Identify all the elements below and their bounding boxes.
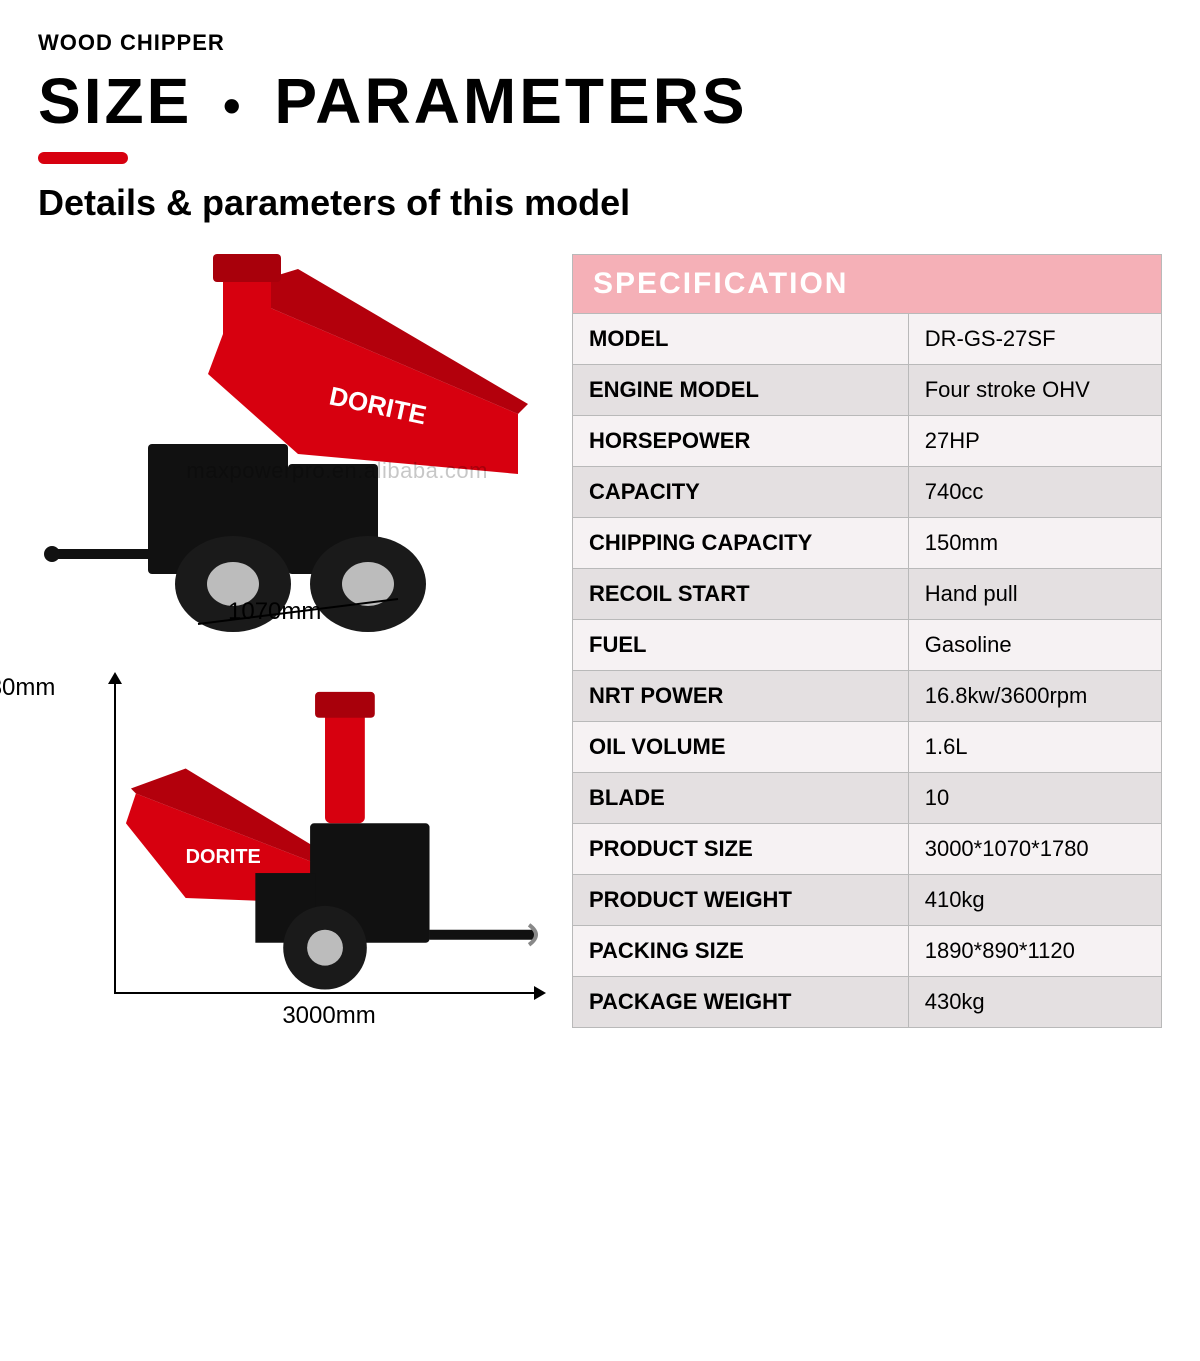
spec-value: 1.6L xyxy=(908,722,1161,773)
spec-row: HORSEPOWER27HP xyxy=(573,416,1162,467)
spec-value: 16.8kw/3600rpm xyxy=(908,671,1161,722)
spec-value: Four stroke OHV xyxy=(908,365,1161,416)
title-right: PARAMETERS xyxy=(274,65,747,137)
dimension-length: 3000mm xyxy=(114,994,544,1030)
spec-row: OIL VOLUME1.6L xyxy=(573,722,1162,773)
spec-label: ENGINE MODEL xyxy=(573,365,909,416)
product-images: DORITE 1070mm maxpowerpro.en.alibaba.com… xyxy=(38,254,548,1030)
spec-row: PRODUCT SIZE3000*1070*1780 xyxy=(573,824,1162,875)
spec-label: PACKAGE WEIGHT xyxy=(573,977,909,1028)
spec-row: PRODUCT WEIGHT410kg xyxy=(573,875,1162,926)
spec-label: MODEL xyxy=(573,314,909,365)
spec-row: CAPACITY740cc xyxy=(573,467,1162,518)
spec-table-header: SPECIFICATION xyxy=(573,255,1162,314)
spec-row: CHIPPING CAPACITY150mm xyxy=(573,518,1162,569)
spec-label: PACKING SIZE xyxy=(573,926,909,977)
spec-row: BLADE10 xyxy=(573,773,1162,824)
spec-label: RECOIL START xyxy=(573,569,909,620)
product-image-side: DORITE xyxy=(114,674,544,994)
eyebrow: WOOD CHIPPER xyxy=(38,30,1162,56)
spec-label: CHIPPING CAPACITY xyxy=(573,518,909,569)
spec-label: FUEL xyxy=(573,620,909,671)
spec-label: OIL VOLUME xyxy=(573,722,909,773)
spec-row: MODELDR-GS-27SF xyxy=(573,314,1162,365)
spec-row: FUELGasoline xyxy=(573,620,1162,671)
subtitle: Details & parameters of this model xyxy=(38,182,1162,224)
spec-label: CAPACITY xyxy=(573,467,909,518)
spec-value: 430kg xyxy=(908,977,1161,1028)
spec-value: 1890*890*1120 xyxy=(908,926,1161,977)
spec-value: Gasoline xyxy=(908,620,1161,671)
page-title: SIZE • PARAMETERS xyxy=(38,64,1162,138)
spec-value: 10 xyxy=(908,773,1161,824)
spec-row: ENGINE MODELFour stroke OHV xyxy=(573,365,1162,416)
spec-value: 410kg xyxy=(908,875,1161,926)
spec-row: RECOIL STARTHand pull xyxy=(573,569,1162,620)
title-left: SIZE xyxy=(38,65,192,137)
dimension-height: 1780mm xyxy=(0,674,55,702)
wood-chipper-illustration-1: DORITE xyxy=(38,254,548,634)
spec-label: PRODUCT WEIGHT xyxy=(573,875,909,926)
spec-row: PACKING SIZE1890*890*1120 xyxy=(573,926,1162,977)
title-separator: • xyxy=(223,77,244,135)
spec-value: 27HP xyxy=(908,416,1161,467)
spec-row: NRT POWER16.8kw/3600rpm xyxy=(573,671,1162,722)
title-underline xyxy=(38,152,128,164)
dimension-width: 1070mm xyxy=(228,598,321,626)
spec-value: 740cc xyxy=(908,467,1161,518)
wood-chipper-illustration-2: DORITE xyxy=(116,674,544,993)
spec-label: NRT POWER xyxy=(573,671,909,722)
product-image-3qtr: DORITE 1070mm maxpowerpro.en.alibaba.com xyxy=(38,254,548,634)
spec-label: BLADE xyxy=(573,773,909,824)
spec-label: HORSEPOWER xyxy=(573,416,909,467)
spec-value: Hand pull xyxy=(908,569,1161,620)
svg-text:DORITE: DORITE xyxy=(186,846,261,868)
spec-value: DR-GS-27SF xyxy=(908,314,1161,365)
spec-table: SPECIFICATION MODELDR-GS-27SFENGINE MODE… xyxy=(572,254,1162,1028)
spec-value: 3000*1070*1780 xyxy=(908,824,1161,875)
spec-label: PRODUCT SIZE xyxy=(573,824,909,875)
spec-value: 150mm xyxy=(908,518,1161,569)
spec-row: PACKAGE WEIGHT430kg xyxy=(573,977,1162,1028)
